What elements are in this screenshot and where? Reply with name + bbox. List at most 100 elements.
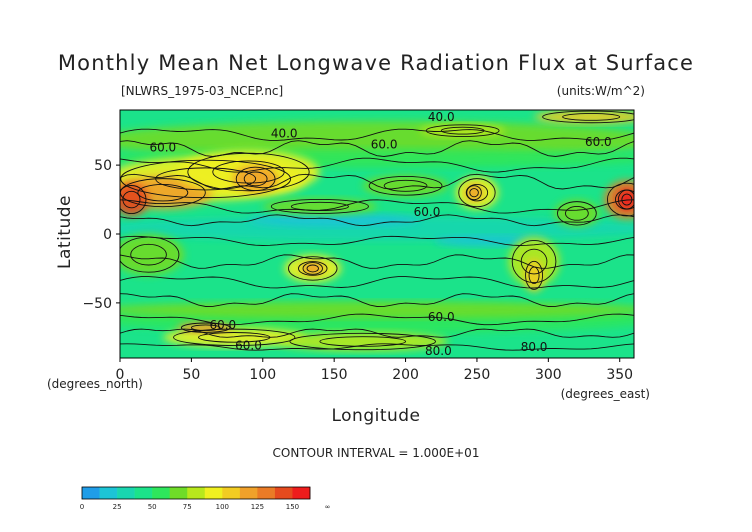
contour-line-8 (120, 254, 634, 269)
x-tick-label-3: 100 (249, 367, 276, 383)
contour-line-6 (120, 214, 634, 227)
plot-area: 40.0 40.0 60.0 60.0 60.0 60.0 60.0 60.0 60.0 80.0… (119, 109, 635, 359)
colorbar-swatch-7 (187, 487, 206, 499)
contour-line-13 (120, 343, 634, 351)
x-tick-label-6: 250 (464, 367, 491, 383)
contour-ring-4 (187, 152, 310, 192)
contour-line-7 (120, 235, 634, 246)
contour-ring-inner-20 (562, 112, 621, 121)
contour-ring-inner-15 (565, 205, 589, 221)
contour-label-2: 40.0 (271, 127, 298, 141)
contour-ring-inner-19 (190, 324, 221, 331)
contour-line-2 (120, 140, 634, 157)
colorbar-swatch-5 (152, 487, 170, 499)
contour-line-5 (120, 199, 634, 214)
contour-ring-19 (180, 322, 231, 333)
contour-ring-22 (270, 198, 369, 214)
flux-region-27 (534, 110, 634, 124)
contour-ring-inner-5 (243, 171, 268, 187)
contour-ring-inner-16 (383, 179, 428, 192)
flux-region-29 (262, 198, 377, 215)
x-tick-label-7: 300 (535, 367, 562, 383)
contour-interval-label: CONTOUR INTERVAL = 1.000E+01 (273, 446, 480, 460)
colorbar-swatch-13 (292, 487, 311, 499)
colorbar-label-1: 0 (80, 503, 84, 511)
contour-ring-21 (425, 124, 500, 137)
colorbar-swatch-12 (274, 487, 293, 499)
contour-ring-inner-8 (298, 261, 328, 276)
contour-ring-18 (289, 332, 436, 351)
colorbar-frame (81, 486, 311, 500)
contour-ring-inner-13 (528, 266, 540, 285)
x-tick-label-2: 50 (182, 367, 200, 383)
contour-ring-inner-10 (465, 183, 489, 202)
colorbar-label-5: 100 (216, 503, 229, 511)
colorbar-swatch-6 (169, 487, 188, 499)
contour-ring-11 (466, 185, 482, 201)
contour-line-11 (120, 313, 634, 326)
y-axis-label: Latitude (55, 195, 75, 269)
contour-ring-inner-14 (130, 243, 167, 266)
contour-ring-inner-7 (621, 193, 633, 206)
contour-ring-inner-21 (440, 126, 485, 135)
contour-ring-12 (511, 240, 557, 284)
chart-title: Monthly Mean Net Longwave Radiation Flux… (58, 51, 694, 75)
contour-label-4: 60.0 (371, 138, 398, 152)
contour-ring-inner-11 (469, 188, 479, 198)
colorbar-label-3: 50 (148, 503, 157, 511)
contour-ring-17 (173, 328, 296, 346)
contour-label-10: 80.0 (425, 344, 452, 358)
contour-label-5: 60.0 (585, 135, 612, 149)
x-tick-label-4: 150 (321, 367, 348, 383)
contour-ring-inner-22 (290, 201, 349, 212)
contour-ring-20 (542, 110, 634, 124)
flux-region-18 (465, 184, 483, 201)
colorbar-label-7: 150 (286, 503, 299, 511)
contour-label-9: 60.0 (235, 339, 262, 353)
contour-ring-inner-12 (520, 248, 548, 275)
contour-label-8: 60.0 (209, 318, 236, 332)
colorbar-swatch-4 (134, 487, 153, 499)
x-axis: 0 50 100 150 200 250 300 350 (116, 358, 633, 383)
contour-label-1: 40.0 (428, 110, 455, 124)
contour-ring-inner-17 (198, 332, 271, 343)
colorbar-label-4: 75 (183, 503, 192, 511)
contour-label-7: 60.0 (428, 310, 455, 324)
contour-ring-16 (368, 175, 443, 196)
contour-ring-13 (525, 260, 544, 290)
flux-region-21 (120, 234, 185, 276)
contour-label-3: 60.0 (149, 140, 176, 154)
contour-ring-1 (120, 159, 292, 199)
contour-ring-15 (557, 201, 597, 226)
colorbar-label-6: 125 (251, 503, 264, 511)
contour-ring-inner-2 (137, 183, 189, 202)
colorbar-swatch-2 (99, 487, 118, 499)
flux-region-23 (362, 174, 449, 197)
y-unit-label: (degrees_north) (47, 377, 143, 391)
contour-ring-inner-3 (122, 190, 141, 209)
contour-ring-inner-18 (319, 336, 407, 347)
flux-region-22 (554, 199, 600, 228)
colorbar-swatch-1 (82, 487, 100, 499)
colorbar: 0 25 50 75 100 125 150 ∞ (80, 486, 330, 511)
x-tick-label-5: 200 (392, 367, 419, 383)
contour-ring-6 (606, 182, 634, 217)
flux-region-20 (524, 258, 545, 292)
y-tick-label-3: −50 (82, 296, 112, 312)
contour-labels: 40.0 40.0 60.0 60.0 60.0 60.0 60.0 60.0 60.0 80.0… (149, 110, 611, 358)
contour-ring-9 (302, 262, 323, 275)
flux-region-28 (419, 123, 506, 138)
contour-ring-3 (120, 185, 147, 215)
x-axis-label: Longitude (331, 406, 420, 426)
contour-ring-14 (120, 236, 180, 273)
flux-region-26 (177, 322, 235, 334)
contour-lines (120, 110, 634, 351)
contour-line-10 (120, 293, 634, 307)
colorbar-swatch-3 (117, 487, 135, 499)
colorbar-label-2: 25 (113, 503, 122, 511)
y-tick-label-1: 50 (94, 158, 112, 174)
contour-label-6: 60.0 (414, 205, 441, 219)
contour-line-1 (120, 128, 634, 141)
x-tick-label-1: 0 (116, 367, 125, 383)
flux-region-4 (120, 301, 634, 319)
